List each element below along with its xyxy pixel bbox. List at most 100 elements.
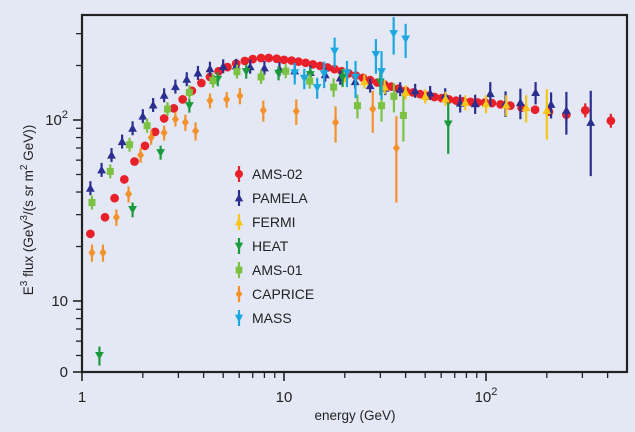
- marker: [501, 100, 511, 109]
- data-point: [365, 78, 375, 93]
- marker: [95, 351, 104, 360]
- plot-frame: [80, 13, 629, 374]
- marker: [140, 141, 150, 151]
- marker: [241, 68, 251, 77]
- legend-item: CAPRICE: [235, 286, 314, 302]
- marker: [330, 83, 338, 91]
- y-axis-title-sup: 3: [19, 280, 30, 286]
- data-point: [351, 60, 360, 99]
- y-tick-label-base: 10: [45, 112, 62, 129]
- data-point: [399, 95, 407, 142]
- data-point: [264, 53, 274, 63]
- axis-ticks: [73, 32, 609, 381]
- data-point: [163, 102, 172, 117]
- marker: [312, 84, 322, 93]
- legend-marker-icon: [234, 314, 244, 323]
- legend-marker-icon: [235, 266, 243, 274]
- data-point: [95, 346, 104, 366]
- data-point: [241, 64, 251, 79]
- marker: [338, 73, 347, 82]
- marker: [97, 165, 106, 174]
- marker: [223, 94, 231, 105]
- marker: [389, 30, 399, 39]
- marker: [181, 117, 189, 128]
- data-point: [148, 98, 158, 113]
- data-point: [606, 113, 616, 128]
- marker: [88, 199, 96, 207]
- marker: [353, 102, 361, 110]
- marker: [377, 68, 386, 77]
- data-point: [159, 114, 169, 123]
- marker: [163, 105, 172, 113]
- marker: [197, 78, 206, 88]
- data-point: [369, 90, 377, 133]
- marker: [88, 247, 96, 258]
- y-axis-title-part: /(s sr m: [21, 170, 36, 215]
- legend-item: AMS-01: [235, 262, 303, 278]
- data-point: [88, 195, 96, 210]
- data-point: [332, 106, 340, 143]
- marker: [410, 86, 420, 95]
- legend-marker-icon: [235, 289, 243, 299]
- data-point: [119, 174, 129, 184]
- marker: [292, 106, 300, 116]
- marker: [485, 89, 495, 98]
- marker: [182, 74, 192, 83]
- data-point: [260, 60, 269, 75]
- marker: [100, 212, 110, 222]
- data-point: [150, 127, 160, 137]
- data-point: [330, 78, 338, 97]
- legend-marker-icon: [234, 217, 244, 226]
- legend-marker-icon: [234, 193, 244, 202]
- legend-marker-icon: [235, 170, 243, 178]
- marker: [420, 92, 430, 100]
- data-point: [240, 56, 250, 66]
- legend-label: AMS-01: [252, 262, 303, 278]
- marker: [106, 167, 114, 175]
- data-point: [100, 212, 110, 222]
- data-point: [85, 229, 95, 239]
- legend: AMS-02 PAMELA FERMI HEAT AMS-01 CAPRICE MASS: [234, 166, 314, 326]
- data-point: [485, 82, 495, 107]
- legend-label: CAPRICE: [252, 286, 314, 302]
- data-point: [299, 68, 309, 90]
- marker: [443, 120, 453, 129]
- marker: [205, 64, 215, 73]
- marker: [126, 141, 134, 149]
- marker: [401, 35, 411, 44]
- marker: [185, 88, 193, 96]
- data-point: [290, 62, 300, 85]
- data-point: [192, 122, 200, 141]
- data-point: [371, 39, 381, 74]
- marker: [460, 98, 470, 106]
- data-point: [185, 85, 193, 100]
- x-tick-label-base: 10: [276, 389, 293, 406]
- marker: [85, 183, 95, 192]
- data-point: [342, 60, 352, 88]
- data-point: [359, 74, 369, 89]
- data-point: [312, 77, 322, 99]
- marker: [342, 69, 352, 78]
- y-axis-title-part: E: [21, 286, 36, 295]
- x-tick-label-base: 1: [78, 389, 86, 406]
- marker: [206, 95, 214, 106]
- marker: [580, 106, 590, 115]
- data-point: [481, 95, 491, 114]
- legend-marker-icon: [234, 242, 244, 251]
- marker: [515, 98, 525, 106]
- marker: [378, 102, 386, 110]
- data-point: [460, 95, 470, 111]
- data-point: [143, 118, 151, 133]
- data-point: [169, 103, 179, 113]
- data-point: [209, 73, 217, 88]
- data-point: [580, 103, 590, 118]
- marker: [365, 81, 375, 90]
- marker: [192, 126, 200, 136]
- marker: [586, 117, 596, 126]
- data-point: [319, 61, 329, 89]
- data-point: [205, 61, 215, 76]
- data-point: [171, 112, 179, 127]
- data-point: [223, 91, 231, 108]
